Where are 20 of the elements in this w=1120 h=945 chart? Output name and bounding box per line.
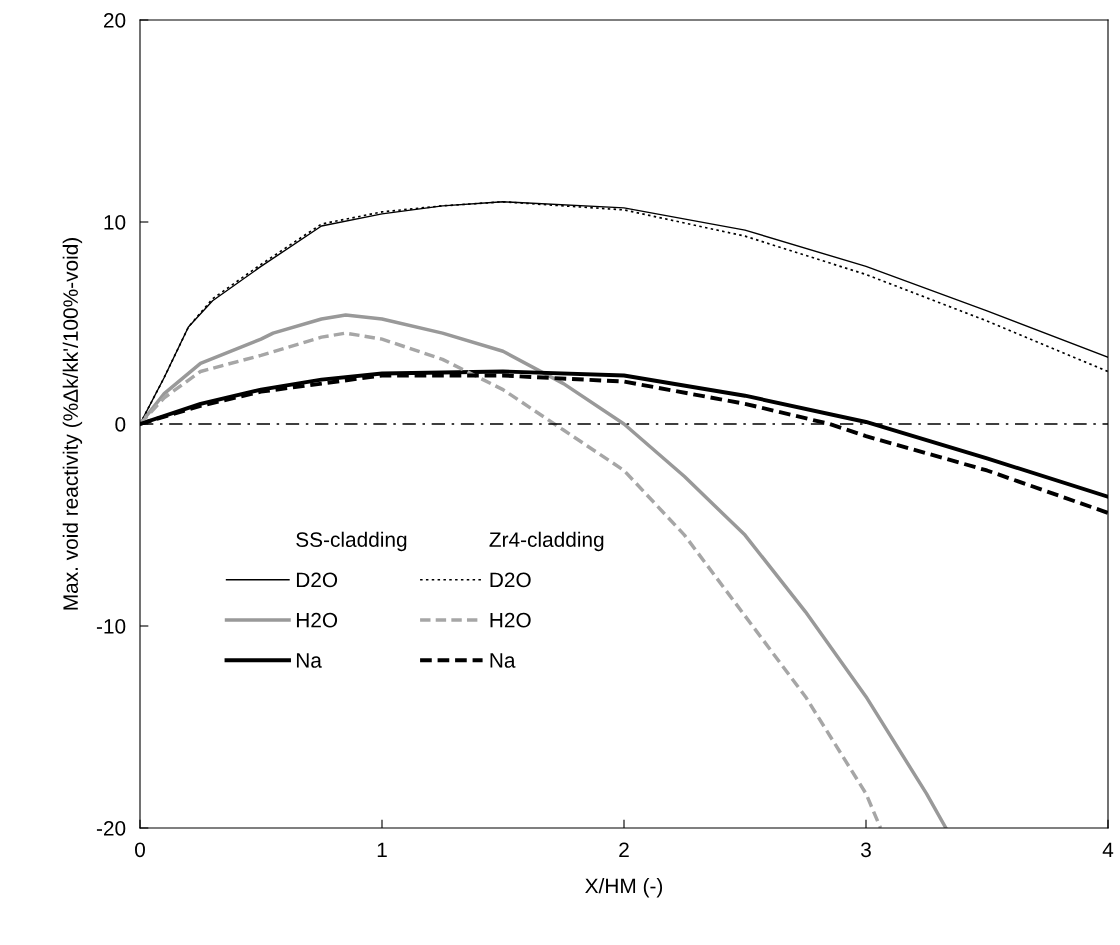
- legend-label: Na: [490, 653, 516, 668]
- y-tick-label: 0: [115, 417, 126, 432]
- x-tick-label: 1: [377, 842, 387, 857]
- x-axis-title: X/HM (-): [585, 877, 663, 898]
- y-tick-label: -10: [96, 619, 126, 634]
- legend-label: Na: [296, 653, 322, 668]
- y-tick-label: -20: [96, 821, 126, 836]
- y-axis-title: Max. void reactivity (%Δk/kk'/100%-void): [62, 238, 83, 610]
- y-tick-label: 20: [103, 13, 126, 28]
- annotation: SS-cladding: [296, 531, 407, 552]
- x-tick-label: 0: [135, 842, 145, 858]
- annotation: Zr4-cladding: [489, 531, 604, 552]
- x-tick-label: 3: [861, 842, 871, 858]
- y-tick-label: 10: [104, 215, 126, 230]
- legend-label: D2O: [296, 572, 338, 588]
- x-tick-label: 2: [619, 842, 629, 857]
- legend-label: H2O: [296, 612, 338, 628]
- x-tick-label: 4: [1102, 842, 1114, 857]
- legend-label: H2O: [490, 612, 531, 628]
- legend-label: D2O: [490, 572, 531, 588]
